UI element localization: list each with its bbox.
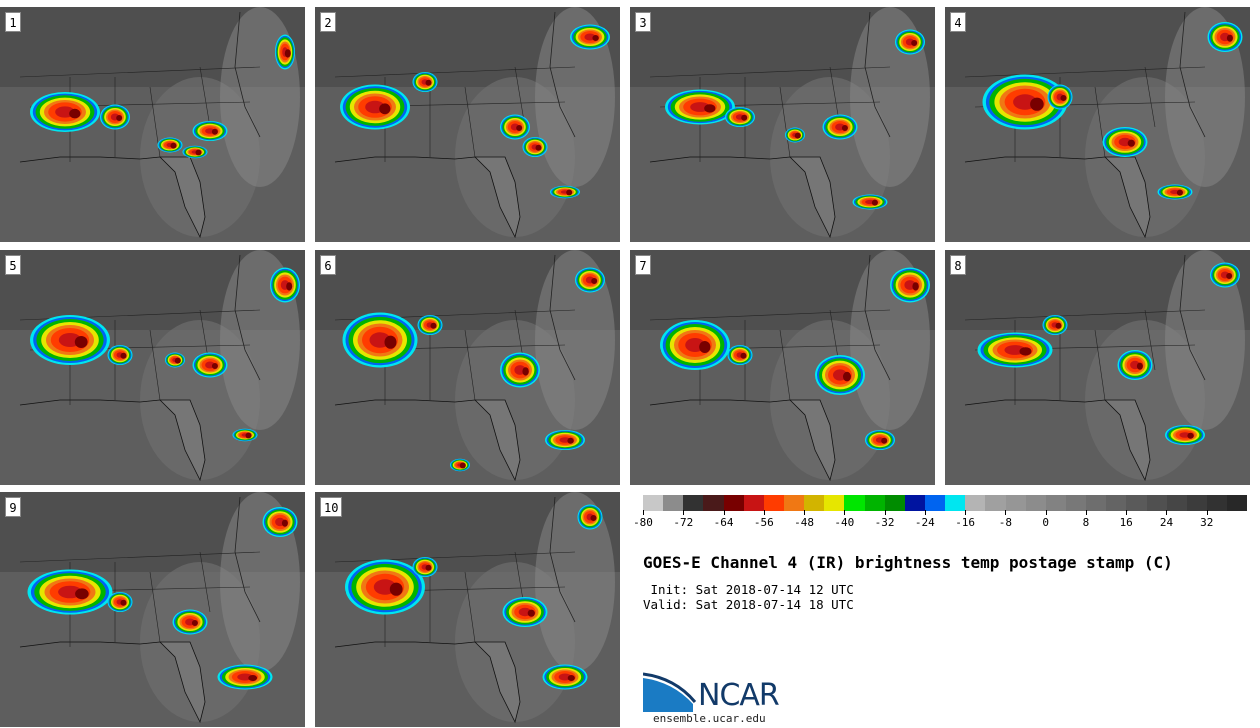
- postage-stamp-panel: 8: [945, 250, 1250, 485]
- colorbar-swatch: [743, 495, 764, 511]
- postage-stamp-panel: 2: [315, 7, 620, 242]
- colorbar-tick: [683, 510, 685, 515]
- panel-number: 9: [5, 497, 21, 517]
- colorbar-tick-label: -48: [794, 516, 814, 529]
- panel-number: 5: [5, 255, 21, 275]
- colorbar-swatch: [1086, 495, 1107, 511]
- colorbar-swatch: [703, 495, 724, 511]
- colorbar-tick-label: -40: [834, 516, 855, 529]
- colorbar-swatch: [965, 495, 986, 511]
- satellite-map: [0, 250, 305, 485]
- colorbar-tick: [723, 510, 725, 515]
- colorbar-tick-label: 0: [1042, 516, 1049, 529]
- init-time: Init: Sat 2018-07-14 12 UTC: [643, 582, 854, 597]
- panel-number: 4: [950, 12, 966, 32]
- colorbar-tick: [1085, 510, 1087, 515]
- colorbar-swatch: [1186, 495, 1207, 511]
- colorbar-tick-label: -72: [673, 516, 694, 529]
- colorbar-swatch: [804, 495, 825, 511]
- postage-stamp-panel: 3: [630, 7, 935, 242]
- ncar-logo-text: NCAR: [698, 678, 780, 713]
- postage-stamp-panel: 6: [315, 250, 620, 485]
- satellite-map: [315, 7, 620, 242]
- colorbar-swatch: [723, 495, 744, 511]
- colorbar-tick: [844, 510, 846, 515]
- colorbar-tick: [1005, 510, 1007, 515]
- colorbar-swatch: [1206, 495, 1228, 511]
- colorbar-tick-label: 24: [1159, 516, 1174, 529]
- panel-number: 1: [5, 12, 21, 32]
- satellite-map: [945, 250, 1250, 485]
- colorbar-tick-label: -32: [874, 516, 895, 529]
- postage-stamp-panel: 10: [315, 492, 620, 727]
- panel-number: 10: [320, 497, 343, 517]
- colorbar-tick-label: -16: [955, 516, 976, 529]
- colorbar-tick: [643, 510, 644, 515]
- colorbar-tick-label: 8: [1082, 516, 1090, 529]
- colorbar-tick: [763, 510, 765, 515]
- satellite-map: [630, 250, 935, 485]
- ncar-logo[interactable]: NCAR ensemble.ucar.edu: [642, 672, 803, 725]
- colorbar-ticks: -80 -72 -64 -56 -48 -40 -32 -24 -16 -8 0 8 16 24 32: [633, 510, 1247, 532]
- satellite-map: [0, 492, 305, 727]
- colorbar-swatch: [844, 495, 865, 511]
- colorbar-swatch: [783, 495, 805, 511]
- postage-stamp-panel: 1: [0, 7, 305, 242]
- colorbar-swatch: [884, 495, 905, 511]
- colorbar-swatch: [1146, 495, 1167, 511]
- colorbar-tick: [804, 510, 806, 515]
- satellite-map: [315, 492, 620, 727]
- colorbar-swatch: [1106, 495, 1127, 511]
- colorbar-tick: [1206, 510, 1208, 515]
- panel-number: 2: [320, 12, 336, 32]
- postage-stamp-panel: 5: [0, 250, 305, 485]
- colorbar-swatch: [683, 495, 704, 511]
- colorbar-swatch: [1045, 495, 1066, 511]
- panel-number: 8: [950, 255, 966, 275]
- satellite-map: [0, 7, 305, 242]
- colorbar-swatch: [1126, 495, 1147, 511]
- colorbar-tick-label: 32: [1200, 516, 1214, 529]
- colorbar-swatch: [1166, 495, 1187, 511]
- colorbar-swatch: [1065, 495, 1087, 511]
- colorbar-swatch: [945, 495, 966, 511]
- valid-time: Valid: Sat 2018-07-14 18 UTC: [643, 597, 854, 612]
- colorbar-tick: [1166, 510, 1168, 515]
- colorbar-tick: [1126, 510, 1128, 515]
- postage-stamp-panel: 4: [945, 7, 1250, 242]
- colorbar-swatch: [663, 495, 684, 511]
- colorbar-tick-label: -8: [998, 516, 1013, 529]
- ensemble-url[interactable]: ensemble.ucar.edu: [653, 712, 766, 725]
- colorbar-swatch: [904, 495, 925, 511]
- figure-title: GOES-E Channel 4 (IR) brightness temp po…: [643, 553, 1173, 572]
- colorbar-tick: [924, 510, 926, 515]
- postage-stamp-panel: 9: [0, 492, 305, 727]
- colorbar-tick: [965, 510, 967, 515]
- panel-number: 6: [320, 255, 336, 275]
- colorbar-swatch: [924, 495, 946, 511]
- colorbar-tick-label: -24: [914, 516, 935, 529]
- colorbar-tick: [884, 510, 886, 515]
- colorbar-swatch: [1025, 495, 1046, 511]
- colorbar-tick: [1045, 510, 1047, 515]
- satellite-map: [315, 250, 620, 485]
- colorbar-tick-label: -64: [713, 516, 734, 529]
- colorbar-swatch: [985, 495, 1006, 511]
- colorbar-tick-label: -80: [633, 516, 653, 529]
- postage-stamp-panel: 7: [630, 250, 935, 485]
- ncar-swoosh-icon: [642, 672, 697, 712]
- colorbar-tick-label: 16: [1119, 516, 1133, 529]
- panel-number: 3: [635, 12, 651, 32]
- colorbar-swatch: [824, 495, 845, 511]
- panel-number: 7: [635, 255, 651, 275]
- colorbar: [643, 495, 1248, 511]
- colorbar-swatch: [1227, 495, 1248, 511]
- colorbar-swatch: [864, 495, 885, 511]
- colorbar-swatch: [1005, 495, 1026, 511]
- colorbar-tick-label: -56: [753, 516, 774, 529]
- satellite-map: [945, 7, 1250, 242]
- satellite-map: [630, 7, 935, 242]
- colorbar-swatch: [643, 495, 664, 511]
- colorbar-swatch: [763, 495, 784, 511]
